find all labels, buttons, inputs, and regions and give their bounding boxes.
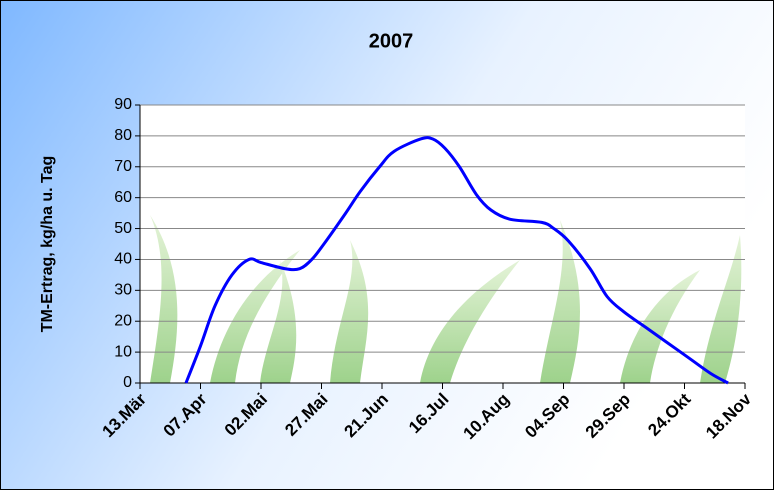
chart-title: 2007 (369, 30, 414, 52)
y-tick-label: 40 (114, 251, 132, 268)
y-tick-label: 60 (114, 189, 132, 206)
y-tick-label: 80 (114, 127, 132, 144)
y-tick-label: 50 (114, 220, 132, 237)
y-tick-label: 20 (114, 312, 132, 329)
y-tick-label: 0 (123, 374, 132, 391)
y-tick-label: 30 (114, 282, 132, 299)
data-line (184, 136, 729, 385)
y-axis-title: TM-Ertrag, kg/ha u. Tag (39, 156, 56, 333)
y-tick-label: 70 (114, 158, 132, 175)
y-tick-label: 90 (114, 96, 132, 113)
y-tick-label: 10 (114, 343, 132, 360)
